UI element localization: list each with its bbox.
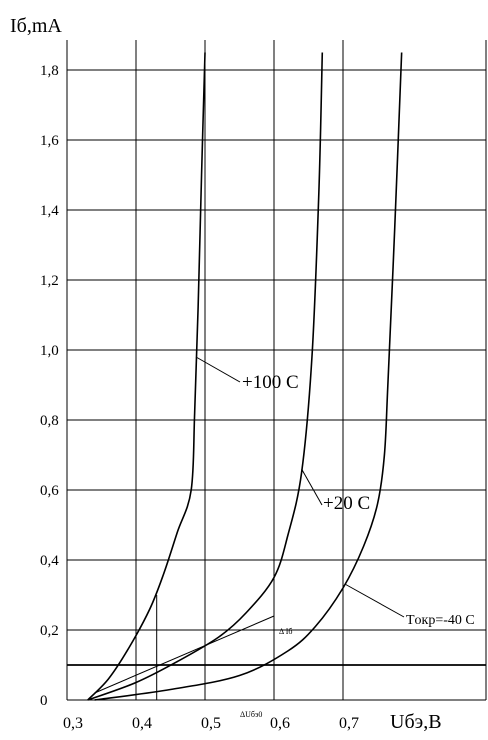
x-tick-label: 0,5: [201, 715, 221, 732]
series-label-20: +20 С: [323, 493, 370, 514]
y-tick-label: 1,4: [40, 203, 59, 219]
tangent-construction: [94, 595, 275, 700]
series-label-100: +100 С: [242, 372, 299, 393]
grid: [66, 40, 487, 701]
y-tick-label: 0,8: [40, 413, 59, 429]
delta-u-label: ΔUбэ0: [240, 710, 262, 719]
tangent-label: Δ Iб: [279, 627, 292, 636]
leader-minus40: [345, 584, 405, 618]
y-tick-label: 0,2: [40, 623, 59, 639]
x-axis-label: Uбэ,В: [390, 711, 442, 733]
y-tick-label: 1,2: [40, 273, 59, 289]
y-axis-label: Iб,mA: [10, 15, 62, 37]
x-tick-label: 0,7: [339, 715, 359, 732]
series-curve-1: [87, 52, 324, 701]
series-curve-0: [87, 52, 206, 701]
y-tick-label: 0: [40, 693, 48, 709]
curves: [87, 52, 405, 701]
x-tick-label: 0,6: [270, 715, 290, 732]
x-tick-label: 0,3: [63, 715, 83, 732]
y-tick-label: 0,6: [40, 483, 59, 499]
leader-20: [301, 468, 323, 506]
labels: Iб,mA Uбэ,В +100 С +20 С Tокр=-40 С Δ Iб…: [10, 15, 475, 733]
y-tick-label: 1,0: [40, 343, 59, 359]
y-tick-label: 1,8: [40, 63, 59, 79]
y-tick-label: 0,4: [40, 553, 59, 569]
leader-100: [195, 356, 241, 383]
x-tick-label: 0,4: [132, 715, 152, 732]
series-curve-2: [94, 52, 403, 701]
tangent-line: [94, 615, 275, 694]
series-label-minus40: Tокр=-40 С: [406, 613, 475, 628]
y-tick-label: 1,6: [40, 133, 59, 149]
